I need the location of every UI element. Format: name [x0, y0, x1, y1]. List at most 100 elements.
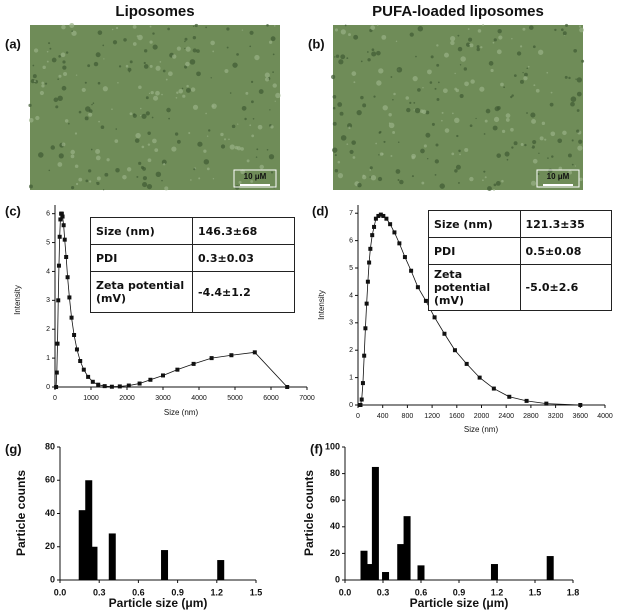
vesicle [88, 169, 92, 173]
data-point [363, 326, 368, 331]
data-point [376, 213, 381, 218]
vesicle [468, 37, 473, 42]
vesicle [570, 101, 575, 107]
vesicle [55, 105, 59, 109]
vesicle [406, 107, 411, 113]
data-point [56, 263, 61, 268]
vesicle [255, 156, 258, 158]
vesicle [90, 148, 93, 151]
vesicle [192, 104, 199, 110]
vesicle [352, 156, 356, 159]
vesicle [411, 153, 416, 159]
vesicle [571, 163, 574, 166]
vesicle [85, 106, 91, 112]
vesicle [522, 27, 526, 31]
vesicle [459, 64, 462, 66]
vesicle [129, 60, 133, 64]
vesicle [346, 143, 349, 146]
vesicle [429, 81, 433, 84]
vesicle [369, 166, 373, 170]
vesicle [399, 179, 404, 185]
data-point [415, 285, 420, 290]
vesicle [546, 71, 549, 74]
vesicle [576, 109, 580, 112]
vesicle [501, 179, 504, 183]
vesicle [576, 91, 582, 97]
vesicle [378, 154, 380, 156]
vesicle [142, 176, 147, 181]
vesicle [377, 176, 383, 182]
vesicle [504, 151, 510, 157]
table-cell: 146.3±68 [192, 217, 295, 245]
vesicle [203, 149, 207, 153]
x-axis-label: Size (nm) [164, 408, 199, 417]
vesicle [426, 69, 432, 75]
vesicle [140, 107, 142, 110]
vesicle [425, 110, 430, 115]
vesicle [206, 135, 209, 137]
vesicle [479, 86, 485, 92]
vesicle [501, 129, 506, 133]
vesicle [151, 116, 154, 119]
vesicle [91, 103, 93, 106]
vesicle [254, 54, 260, 61]
data-point [491, 386, 496, 391]
vesicle [93, 61, 99, 67]
vesicle [97, 81, 101, 85]
y-tick-label: 2 [349, 347, 353, 354]
vesicle [533, 84, 536, 87]
vesicle [500, 82, 504, 87]
vesicle [458, 181, 460, 184]
vesicle [208, 129, 211, 132]
vesicle [457, 46, 463, 52]
vesicle [268, 40, 273, 44]
vesicle [112, 40, 118, 45]
vesicle [46, 50, 49, 53]
data-point [54, 385, 59, 389]
vesicle [488, 61, 494, 66]
vesicle [241, 105, 247, 111]
vesicle [577, 145, 583, 151]
vesicle [250, 179, 254, 183]
data-point [229, 353, 234, 358]
vesicle [32, 74, 37, 79]
data-point [191, 361, 196, 366]
vesicle [334, 169, 339, 173]
vesicle [264, 72, 270, 78]
vesicle [212, 50, 215, 53]
vesicle [106, 158, 110, 162]
vesicle [348, 126, 351, 129]
vesicle [332, 95, 337, 99]
vesicle [155, 65, 161, 71]
vesicle [436, 97, 440, 101]
data-point [358, 403, 363, 407]
vesicle [240, 147, 244, 151]
vesicle [370, 175, 377, 181]
vesicle [538, 152, 540, 155]
vesicle [475, 117, 477, 120]
vesicle [100, 125, 105, 130]
vesicle [337, 172, 344, 179]
vesicle [547, 157, 549, 159]
vesicle [492, 125, 498, 131]
vesicle [115, 128, 118, 130]
vesicle [483, 170, 486, 173]
vesicle [62, 65, 67, 70]
vesicle [264, 77, 270, 82]
vesicle [42, 65, 46, 70]
data-point [69, 315, 74, 320]
vesicle [49, 47, 52, 50]
vesicle [578, 25, 582, 28]
vesicle [332, 147, 338, 153]
vesicle [155, 171, 162, 178]
vesicle [172, 54, 177, 59]
y-tick-label: 40 [330, 521, 340, 531]
x-tick-label: 4000 [597, 413, 613, 420]
y-axis-label: Intensity [13, 285, 22, 315]
vesicle [544, 138, 547, 141]
x-tick-label: 0.0 [339, 587, 352, 597]
y-tick-label: 60 [330, 495, 340, 505]
vesicle [250, 80, 254, 83]
scale-bar-label: 10 μM [547, 172, 570, 181]
